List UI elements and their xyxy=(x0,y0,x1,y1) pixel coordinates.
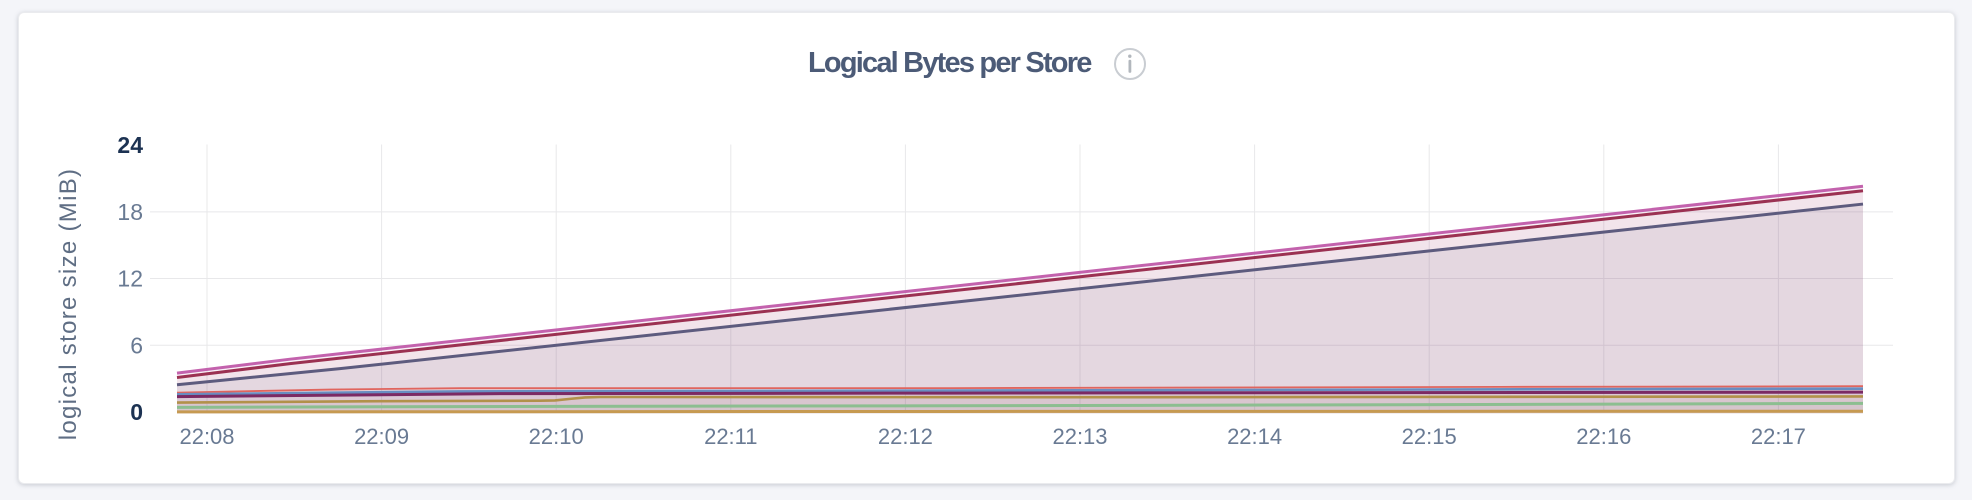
svg-text:22:16: 22:16 xyxy=(1576,424,1631,449)
svg-text:22:15: 22:15 xyxy=(1402,424,1457,449)
svg-text:22:11: 22:11 xyxy=(704,424,757,449)
svg-text:22:10: 22:10 xyxy=(529,424,584,449)
svg-text:22:09: 22:09 xyxy=(354,424,409,449)
svg-text:22:13: 22:13 xyxy=(1052,424,1107,449)
svg-text:6: 6 xyxy=(130,332,143,358)
svg-text:24: 24 xyxy=(117,132,143,158)
svg-text:18: 18 xyxy=(117,199,143,225)
svg-text:22:12: 22:12 xyxy=(878,424,933,449)
svg-text:22:14: 22:14 xyxy=(1227,424,1282,449)
svg-text:0: 0 xyxy=(130,399,143,425)
svg-text:22:08: 22:08 xyxy=(179,424,234,449)
svg-text:logical store size (MiB): logical store size (MiB) xyxy=(55,168,82,441)
svg-text:22:17: 22:17 xyxy=(1751,424,1806,449)
svg-text:12: 12 xyxy=(117,266,143,292)
